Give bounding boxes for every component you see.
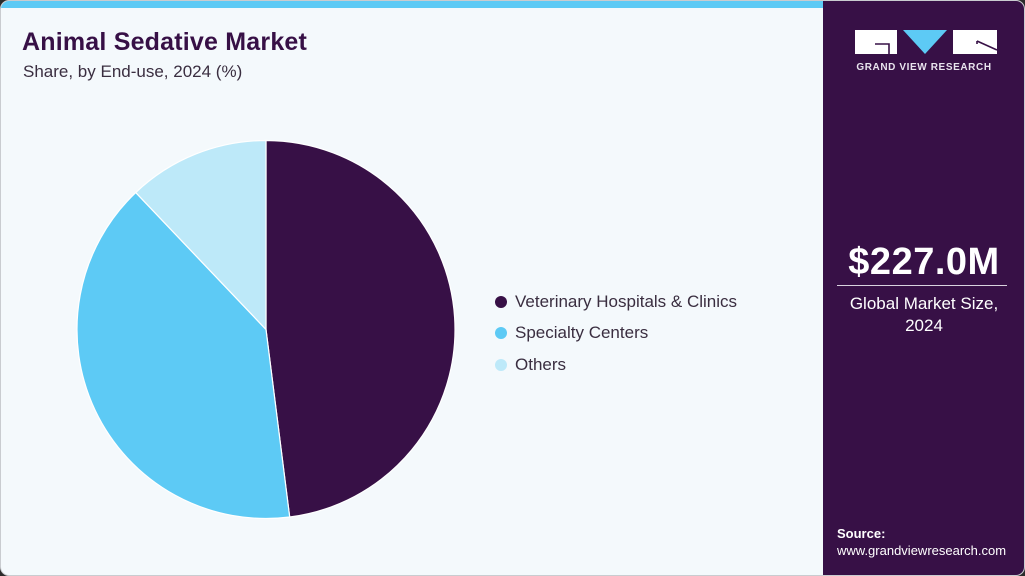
market-size-value: $227.0M: [848, 241, 1000, 283]
logo-text: GRAND VIEW RESEARCH: [856, 62, 992, 73]
pie-slices: [76, 139, 456, 520]
legend: Veterinary Hospitals & Clinics Specialty…: [495, 286, 737, 381]
legend-label: Others: [515, 354, 567, 374]
source-link[interactable]: www.grandviewresearch.com: [837, 543, 1007, 558]
legend-label: Specialty Centers: [515, 323, 649, 343]
legend-item-veterinary-hospitals: Veterinary Hospitals & Clinics: [495, 286, 737, 318]
market-size-label-line2: 2024: [905, 316, 943, 335]
accent-band: [1, 1, 824, 8]
legend-label: Veterinary Hospitals & Clinics: [515, 291, 738, 311]
slice-others: [134, 139, 267, 332]
market-size-label-line1: Global Market Size,: [849, 294, 999, 313]
source-label: Source:: [837, 526, 886, 541]
legend-dot-icon: [495, 295, 507, 308]
chart-subtitle: Share, by End-use, 2024 (%): [23, 62, 243, 81]
chart-title: Animal Sedative Market: [22, 28, 308, 56]
legend-item-specialty-centers: Specialty Centers: [495, 318, 737, 350]
legend-item-others: Others: [495, 349, 737, 381]
legend-dot-icon: [495, 327, 507, 340]
slice-specialty-centers: [76, 191, 291, 520]
pie-chart: [76, 139, 456, 520]
grand-view-research-logo-icon: [855, 30, 997, 54]
legend-dot-icon: [495, 358, 507, 371]
market-size-label: Global Market Size, 2024: [823, 293, 1024, 337]
slice-veterinary-hospitals: [265, 139, 456, 518]
side-panel: GRAND VIEW RESEARCH $227.0M Global Marke…: [823, 1, 1024, 575]
divider: [837, 285, 1007, 286]
